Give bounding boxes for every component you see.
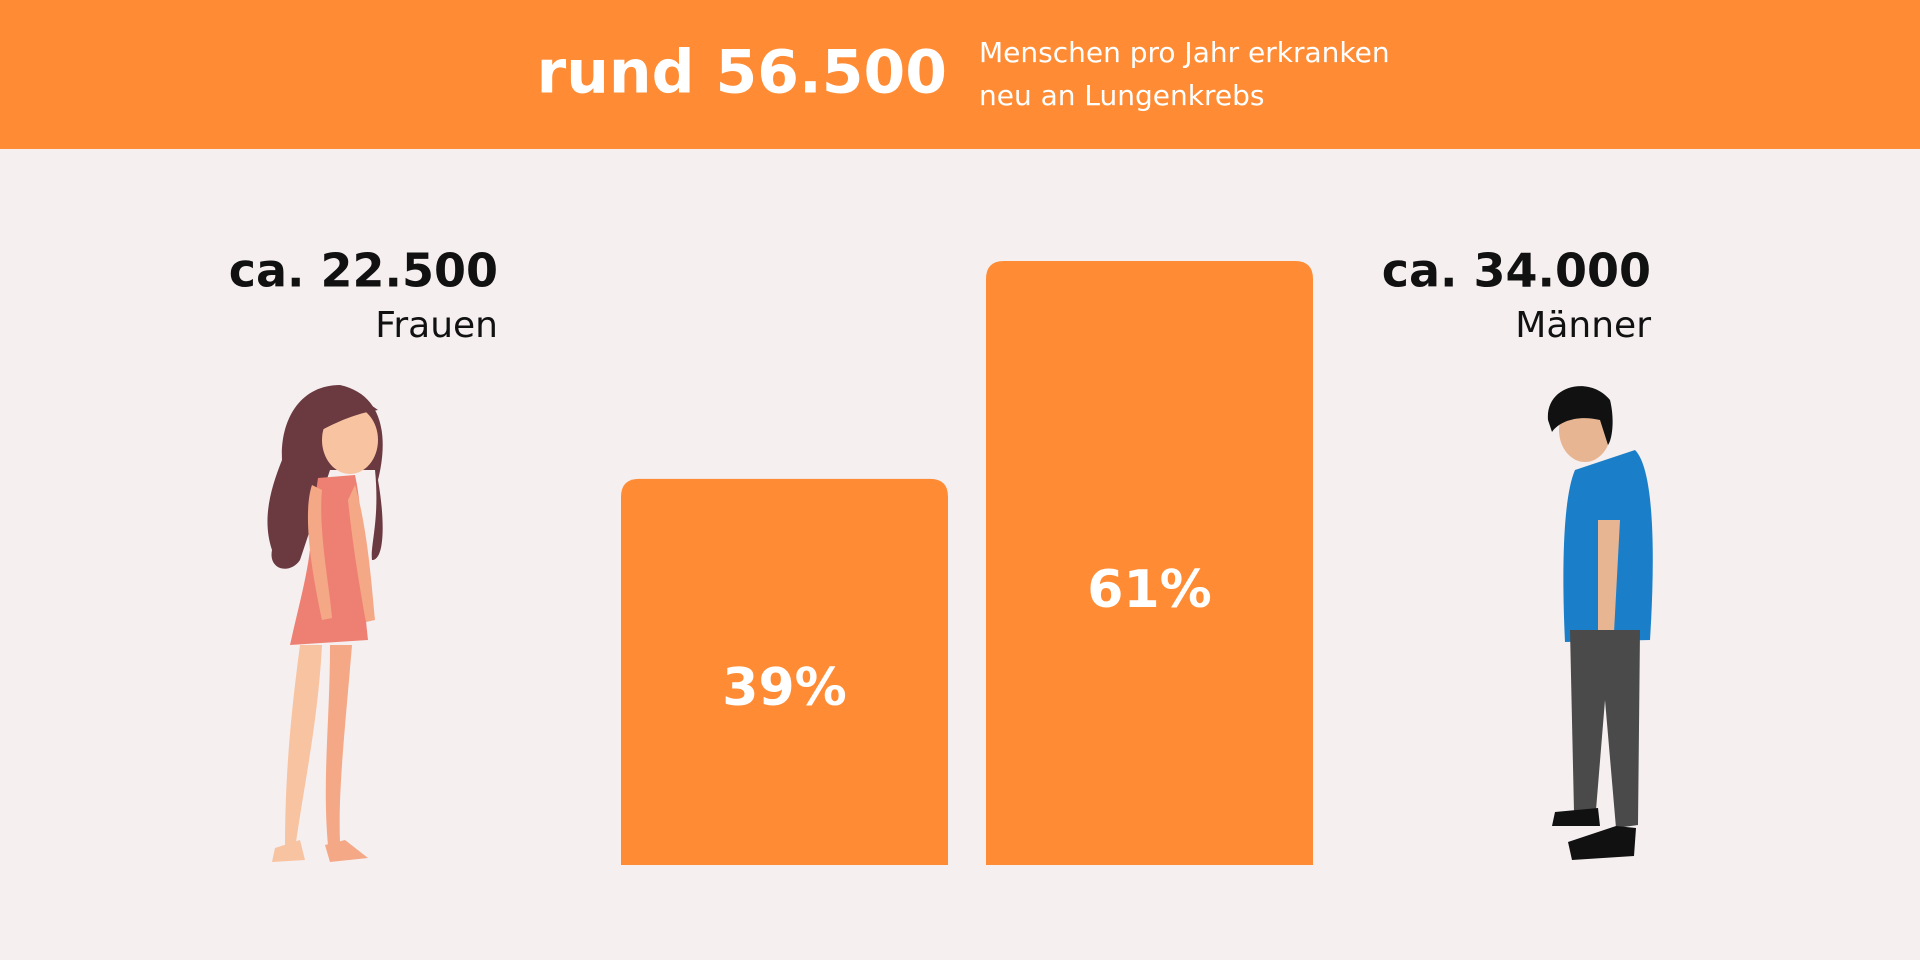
category-label: Frauen — [375, 305, 498, 346]
header-band — [0, 0, 1920, 149]
header-text: neu an Lungenkrebs — [979, 79, 1264, 112]
woman-illustration — [267, 385, 383, 862]
bar — [621, 478, 948, 865]
headline: rund 56.500 — [537, 38, 947, 108]
bar — [986, 261, 1313, 865]
value-label: 39% — [722, 658, 846, 718]
man-illustration — [1547, 386, 1653, 860]
count-label: ca. 34.000 — [1382, 244, 1651, 298]
header-text: Menschen pro Jahr erkranken — [979, 36, 1390, 69]
category-label: Männer — [1515, 305, 1651, 346]
value-label: 61% — [1087, 560, 1211, 620]
count-label: ca. 22.500 — [229, 244, 498, 298]
